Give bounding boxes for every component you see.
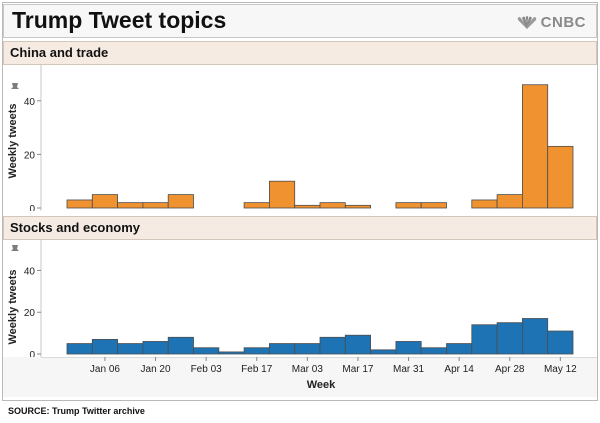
x-tick-label: Mar 31: [393, 364, 425, 375]
brand-name: CNBC: [540, 14, 586, 31]
title-bar: Trump Tweet topics CNBC: [3, 4, 597, 38]
bar: [218, 351, 245, 355]
panel-stocks: 0 20 40 Weekly tweets: [3, 240, 597, 361]
x-tick-label: May 12: [544, 364, 577, 375]
panel-title-stocks: Stocks and economy: [10, 220, 141, 235]
chart-stocks-svg: 0 20 40 Weekly tweets: [7, 240, 595, 361]
bar: [420, 347, 447, 355]
bar: [243, 347, 270, 355]
pushpin-icon[interactable]: [11, 83, 19, 93]
bar: [496, 322, 523, 355]
bar: [547, 330, 574, 355]
bar: [243, 202, 270, 209]
bar: [319, 202, 346, 209]
x-tick-label: Feb 17: [241, 364, 273, 375]
x-tick-label: Jan 20: [141, 364, 171, 375]
pushpin-icon[interactable]: [11, 245, 19, 255]
plot-area: [41, 65, 595, 210]
bar: [496, 194, 523, 209]
x-tick-label: Apr 14: [444, 364, 474, 375]
x-tick-label: Apr 28: [495, 364, 525, 375]
bar: [167, 194, 194, 209]
y-tick-label: 20: [24, 150, 36, 161]
bar: [294, 343, 321, 355]
bar: [117, 202, 144, 209]
chart-title: Trump Tweet topics: [12, 7, 227, 33]
bar: [522, 84, 549, 209]
bar: [268, 343, 296, 355]
peacock-icon: [517, 15, 536, 29]
bar: [91, 338, 119, 355]
y-axis-label: Weekly tweets: [7, 269, 19, 344]
x-tick-label: Mar 03: [292, 364, 324, 375]
bar: [395, 341, 422, 355]
x-axis-svg: Jan 06 Jan 20 Feb 03 Feb 17 Mar 03 Mar 17 Mar …: [41, 356, 597, 391]
bar: [471, 324, 498, 355]
x-axis-label: Week: [307, 379, 336, 391]
bar: [319, 336, 346, 355]
bar: [395, 202, 422, 209]
x-tick-label: Jan 06: [90, 364, 120, 375]
source-note: SOURCE: Trump Twitter archive: [8, 406, 145, 416]
bar: [370, 349, 397, 355]
bar: [420, 202, 447, 209]
cnbc-logo: CNBC: [516, 14, 586, 31]
panel-title-china: China and trade: [10, 45, 109, 60]
bar: [193, 347, 220, 355]
bar: [471, 199, 498, 209]
chart-china-svg: 0 20 40 Weekly tweets: [7, 65, 595, 215]
x-tick-label: Mar 17: [342, 364, 374, 375]
bar: [117, 343, 144, 355]
panel-china: 0 20 40 Weekly tweets: [3, 65, 597, 215]
bar: [294, 204, 321, 209]
x-tick-label: Feb 03: [191, 364, 223, 375]
bar: [91, 194, 119, 209]
y-tick-label: 0: [29, 350, 35, 357]
bar: [344, 204, 371, 209]
bar: [522, 318, 549, 355]
bar: [344, 334, 371, 355]
y-tick-label: 40: [24, 266, 36, 277]
panel-label-china: China and trade: [3, 41, 597, 65]
bar: [66, 199, 93, 209]
bar: [547, 145, 574, 209]
y-tick-label: 40: [24, 97, 36, 108]
y-tick-label: 0: [29, 204, 35, 211]
bar: [142, 202, 169, 209]
y-tick-label: 20: [24, 308, 36, 319]
panel-label-stocks: Stocks and economy: [3, 216, 597, 240]
bar: [142, 341, 169, 355]
x-axis-area: Jan 06 Jan 20 Feb 03 Feb 17 Mar 03 Mar 17 Mar …: [3, 356, 597, 397]
y-axis-label: Weekly tweets: [7, 103, 19, 178]
bar: [167, 336, 194, 355]
bar: [446, 343, 473, 355]
bar: [66, 343, 93, 355]
bar: [268, 180, 296, 209]
